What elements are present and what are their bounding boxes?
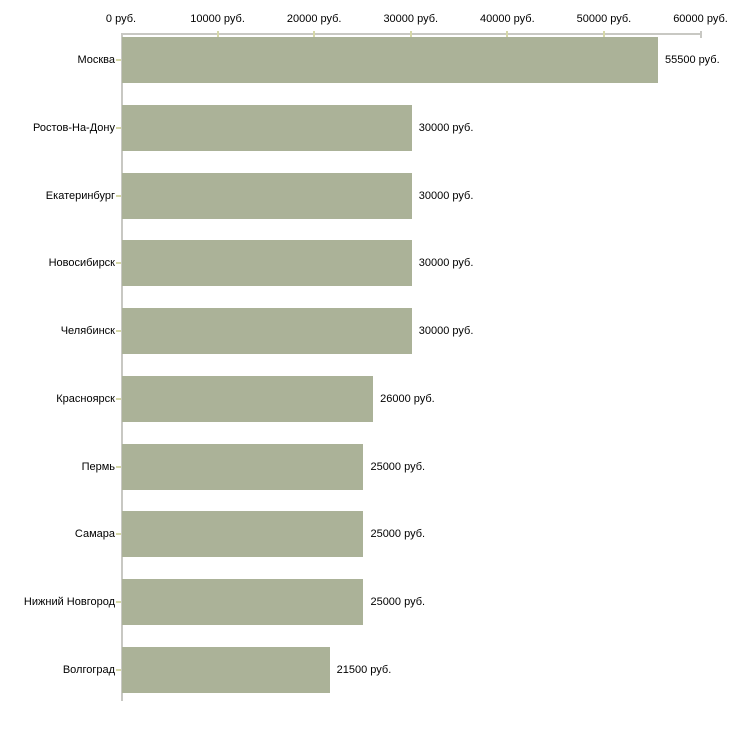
value-label: 30000 руб. — [418, 189, 474, 202]
x-axis-tick-mark — [409, 30, 412, 38]
bar — [122, 104, 412, 151]
value-label: 30000 руб. — [418, 121, 474, 134]
category-label: Пермь — [81, 460, 115, 473]
category-tick-mark — [116, 194, 121, 197]
category-tick-mark — [116, 397, 121, 400]
value-label: 55500 руб. — [665, 54, 720, 66]
category-tick-mark — [116, 330, 121, 332]
x-axis-tick-label: 40000 руб. — [480, 13, 535, 25]
value-label: 26000 руб. — [380, 392, 435, 405]
category-tick-mark — [116, 668, 121, 671]
category-tick-mark — [116, 126, 121, 129]
bar — [122, 308, 412, 354]
category-tick-mark — [116, 533, 121, 536]
bar — [122, 172, 412, 219]
category-tick-mark — [116, 465, 121, 468]
category-label: Екатеринбург — [45, 189, 115, 202]
value-label: 25000 руб. — [370, 528, 426, 541]
category-tick-mark — [116, 59, 121, 61]
value-label: 30000 руб. — [418, 257, 474, 270]
value-label: 21500 руб. — [336, 663, 392, 676]
category-label: Москва — [77, 54, 115, 66]
bar — [122, 579, 364, 625]
x-axis-tick-mark — [602, 30, 605, 38]
category-label: Нижний Новгород — [23, 596, 115, 608]
bar — [122, 511, 364, 558]
bar — [122, 443, 364, 490]
value-label: 30000 руб. — [418, 325, 474, 337]
category-label: Волгоград — [62, 663, 115, 676]
x-axis-tick-label: 10000 руб. — [190, 13, 245, 25]
x-axis-tick-label: 60000 руб. — [673, 13, 728, 25]
x-axis-tick-label: 50000 руб. — [576, 13, 632, 25]
bar — [122, 646, 330, 693]
category-label: Челябинск — [60, 325, 115, 337]
category-tick-mark — [116, 262, 121, 265]
x-axis-tick-label: 0 руб. — [105, 13, 137, 25]
value-label: 25000 руб. — [370, 460, 426, 473]
x-axis-tick-mark — [313, 30, 316, 38]
bar — [122, 37, 659, 83]
category-label: Ростов-На-Дону — [32, 121, 115, 134]
value-label: 25000 руб. — [370, 596, 426, 608]
category-label: Самара — [74, 528, 115, 541]
category-label: Красноярск — [56, 392, 115, 405]
x-axis-tick-label: 20000 руб. — [286, 13, 342, 25]
bar — [122, 375, 374, 422]
x-axis-tick-mark — [506, 30, 509, 38]
x-axis-tick-mark — [699, 30, 702, 38]
category-tick-mark — [116, 601, 121, 603]
y-axis-line — [121, 33, 123, 701]
category-label: Новосибирск — [48, 257, 115, 270]
bar — [122, 240, 412, 287]
x-axis-tick-mark — [216, 30, 219, 38]
x-axis-tick-label: 30000 руб. — [383, 13, 439, 25]
